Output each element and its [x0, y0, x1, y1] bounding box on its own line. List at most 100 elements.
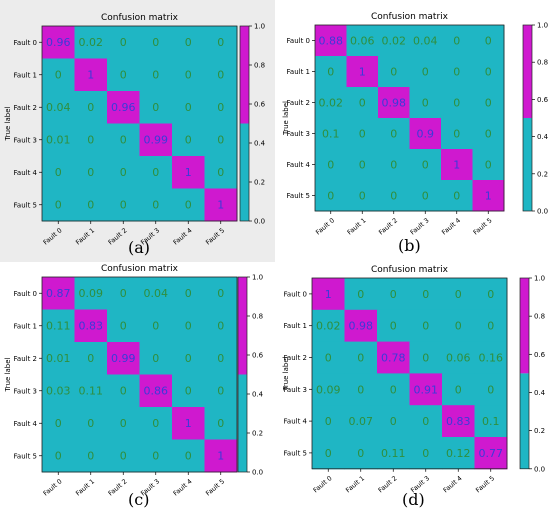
y-tick-label: Fault 3: [287, 130, 310, 138]
colorbar-tick-label: 0.6: [534, 351, 546, 359]
colorbar-tick-label: 0.8: [252, 313, 263, 321]
matrix-cell: [107, 156, 140, 189]
panel-caption-c: (c): [128, 490, 150, 509]
matrix-cell: [42, 26, 75, 59]
cell-value-label: 0: [487, 383, 494, 396]
matrix-cell: [42, 91, 75, 124]
matrix-cell: [312, 373, 345, 406]
matrix-cell: [107, 123, 140, 157]
cell-value-label: 0: [152, 36, 159, 49]
matrix-cell: [378, 118, 410, 150]
matrix-cell: [172, 123, 205, 157]
cell-value-label: 0: [325, 351, 332, 364]
matrix-cell: [42, 156, 75, 189]
cell-value-label: 0: [55, 417, 62, 430]
cell-value-label: 0.96: [111, 101, 136, 114]
y-axis-label: True label: [282, 101, 290, 136]
cell-value-label: 1: [87, 69, 94, 82]
y-tick-label: Fault 4: [14, 169, 38, 177]
cell-value-label: 0: [422, 65, 429, 78]
matrix-cell: [442, 309, 475, 343]
matrix-cell: [378, 180, 410, 212]
cell-value-label: 0: [185, 287, 192, 300]
matrix-cell: [441, 180, 473, 212]
heatmap-svg-c: Confusion matrix 0.87 0.09 0 0.04 0 0 0.11 0.83 0…: [4, 264, 264, 498]
cell-value-label: 0: [485, 65, 492, 78]
matrix-cell: [315, 87, 347, 119]
cell-value-label: 0: [359, 189, 366, 202]
cell-value-label: 1: [359, 65, 366, 78]
cell-value-label: 0: [185, 320, 192, 333]
chart-title: Confusion matrix: [371, 12, 449, 22]
colorbar-high: [520, 278, 529, 374]
matrix-cell: [377, 437, 410, 470]
cell-value-label: 0.1: [482, 415, 500, 428]
cell-value-label: 0.77: [479, 447, 504, 460]
matrix-cell: [312, 309, 345, 343]
matrix-cell: [409, 437, 443, 470]
cell-value-label: 0: [453, 189, 460, 202]
y-tick-label: Fault 0: [14, 290, 37, 298]
cell-value-label: 1: [217, 199, 224, 212]
chart-title: Confusion matrix: [101, 13, 179, 23]
y-tick-label: Fault 2: [14, 355, 37, 363]
matrix-cell: [377, 309, 410, 343]
cell-value-label: 0: [120, 69, 127, 82]
matrix-cell: [172, 277, 205, 310]
cell-value-label: 0: [357, 383, 364, 396]
matrix-cell: [42, 374, 75, 408]
matrix-cell: [409, 87, 442, 119]
cell-value-label: 0: [120, 166, 127, 179]
cell-value-label: 0: [422, 351, 429, 364]
cell-value-label: 0: [217, 36, 224, 49]
confusion-matrix-panel-a: Confusion matrix 0.96 0.02 0 0 0 0 0 1 0 0 0 0 0.04 0 0…: [0, 0, 275, 262]
matrix-cell: [204, 188, 238, 222]
cell-value-label: 0: [185, 69, 192, 82]
cell-value-label: 0.16: [479, 351, 504, 364]
cell-value-label: 0: [185, 450, 192, 463]
matrix-cell: [409, 278, 443, 311]
cell-value-label: 0: [87, 417, 94, 430]
matrix-cell: [74, 407, 108, 440]
matrix-cell: [139, 123, 173, 157]
cell-value-label: 0: [217, 287, 224, 300]
cell-value-label: 0: [152, 450, 159, 463]
matrix-border: [41, 276, 238, 473]
cell-value-label: 0: [327, 189, 334, 202]
matrix-cell: [472, 180, 505, 212]
y-tick-label: Fault 4: [287, 161, 311, 169]
matrix-cell: [378, 25, 410, 57]
cell-value-label: 0: [152, 320, 159, 333]
matrix-cell: [42, 188, 75, 222]
cell-value-label: 0: [152, 166, 159, 179]
x-tick-label: Fault 2: [107, 477, 129, 497]
matrix-cell: [204, 407, 238, 440]
cell-value-label: 0.83: [446, 415, 471, 428]
cell-value-label: 0: [87, 134, 94, 147]
colorbar-high: [523, 25, 532, 118]
cell-value-label: 0: [87, 450, 94, 463]
cell-value-label: 0: [485, 158, 492, 171]
matrix-cell: [441, 118, 473, 150]
colorbar-border: [237, 276, 248, 473]
matrix-cell: [139, 277, 173, 310]
colorbar-tick-label: 1.0: [254, 23, 265, 31]
x-tick-label: Fault 0: [42, 226, 64, 246]
cell-value-label: 0.02: [79, 36, 104, 49]
cell-value-label: 0: [185, 352, 192, 365]
colorbar-tick-label: 0.8: [537, 59, 548, 67]
matrix-cell: [172, 309, 205, 343]
matrix-cell: [107, 374, 140, 408]
cell-value-label: 0.1: [322, 127, 340, 140]
matrix-cell: [139, 156, 173, 189]
cell-value-label: 0: [390, 383, 397, 396]
matrix-cell: [139, 439, 173, 473]
matrix-cell: [377, 373, 410, 406]
matrix-cell: [409, 118, 442, 150]
colorbar-tick-label: 0.2: [254, 179, 265, 187]
cell-value-label: 0: [120, 134, 127, 147]
matrix-cell: [172, 342, 205, 375]
matrix-cell: [74, 156, 108, 189]
cell-value-label: 0.11: [46, 320, 71, 333]
y-tick-label: Fault 2: [14, 104, 37, 112]
